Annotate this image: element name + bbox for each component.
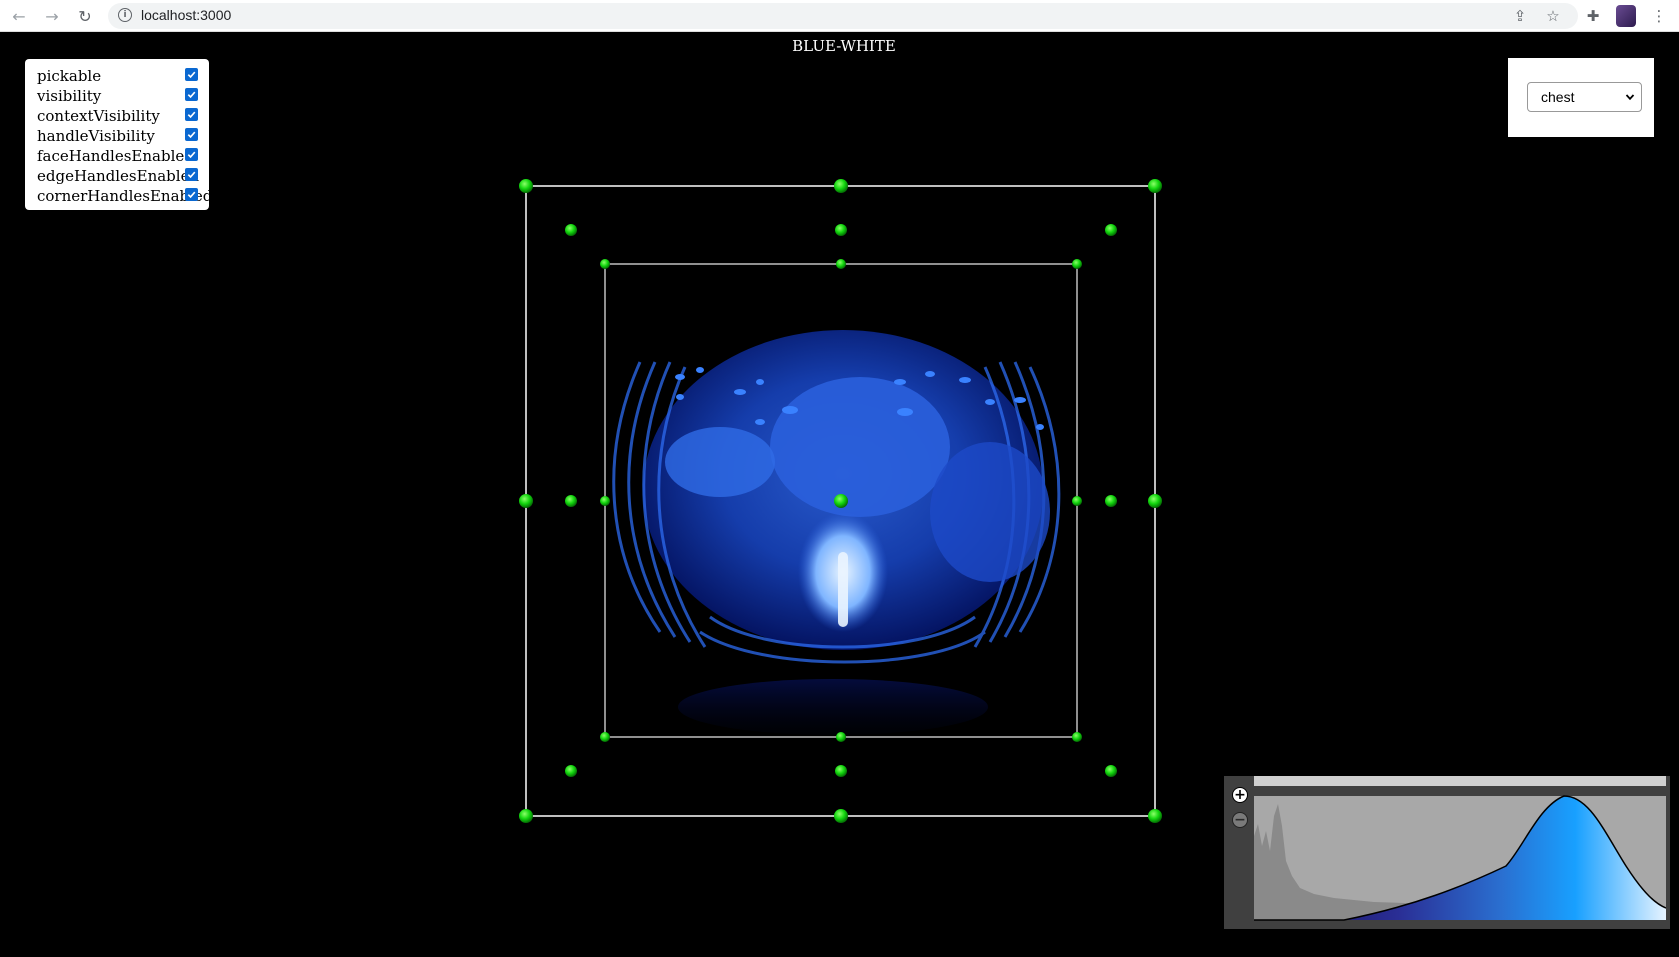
share-icon[interactable]: ⇪ <box>1513 7 1527 25</box>
toggle-row-corner-handles[interactable]: cornerHandlesEnabled <box>25 185 213 205</box>
toggle-checkbox[interactable] <box>185 108 198 121</box>
edge-handle[interactable] <box>565 224 577 236</box>
face-handle[interactable] <box>835 224 847 236</box>
toggle-checkbox[interactable] <box>185 128 198 141</box>
toggle-row-handle-visibility[interactable]: handleVisibility <box>25 125 209 145</box>
chest-volume <box>612 330 1061 735</box>
gaussian-fill <box>1254 796 1666 920</box>
toggle-row-pickable[interactable]: pickable <box>25 65 209 85</box>
toggle-label: contextVisibility <box>37 107 160 125</box>
edge-handle[interactable] <box>836 259 846 269</box>
face-handle[interactable] <box>1105 495 1117 507</box>
toggle-checkbox[interactable] <box>185 168 198 181</box>
info-icon[interactable]: i <box>118 8 132 22</box>
render-viewport[interactable] <box>0 32 1679 957</box>
corner-handle[interactable] <box>1148 809 1162 823</box>
toggle-label: visibility <box>37 87 102 105</box>
range-bar[interactable] <box>1254 776 1666 786</box>
browser-toolbar: ← → ↻ i localhost:3000 ⇪ ☆ ✚ ⋮ <box>0 0 1679 32</box>
toggle-label: faceHandlesEnabled <box>37 147 194 165</box>
face-handle[interactable] <box>565 495 577 507</box>
toggle-checkbox[interactable] <box>185 68 198 81</box>
preset-select-value: chest <box>1541 89 1575 105</box>
menu-icon[interactable]: ⋮ <box>1651 7 1667 25</box>
toggle-row-face-handles[interactable]: faceHandlesEnabled <box>25 145 209 165</box>
edge-handle[interactable] <box>519 494 533 508</box>
star-icon[interactable]: ☆ <box>1546 7 1560 25</box>
toggle-label: edgeHandlesEnabled <box>37 167 200 185</box>
edge-handle[interactable] <box>1105 765 1117 777</box>
toggle-label: pickable <box>37 67 102 85</box>
extensions-icon[interactable]: ✚ <box>1586 7 1600 25</box>
address-bar[interactable]: i localhost:3000 <box>108 3 1578 29</box>
edge-handle[interactable] <box>1105 224 1117 236</box>
toggle-checkbox[interactable] <box>185 188 198 201</box>
inner-handles[interactable] <box>600 259 1082 742</box>
corner-handle[interactable] <box>1072 259 1082 269</box>
transfer-function-widget[interactable]: + − <box>1224 776 1670 929</box>
edge-handle[interactable] <box>834 179 848 193</box>
histogram <box>1254 804 1666 920</box>
edge-handle[interactable] <box>836 732 846 742</box>
volume-scene[interactable] <box>0 32 1679 957</box>
colormap-title: BLUE-WHITE <box>792 37 896 55</box>
toggle-row-visibility[interactable]: visibility <box>25 85 209 105</box>
toggle-row-edge-handles[interactable]: edgeHandlesEnabled <box>25 165 209 185</box>
corner-handle[interactable] <box>1148 179 1162 193</box>
face-handle[interactable] <box>834 494 848 508</box>
edge-handle[interactable] <box>1148 494 1162 508</box>
edge-handle[interactable] <box>600 496 610 506</box>
opacity-curve[interactable] <box>1254 795 1666 921</box>
toggle-checkbox[interactable] <box>185 148 198 161</box>
preset-select[interactable]: chest <box>1527 82 1642 112</box>
edge-handle[interactable] <box>1072 496 1082 506</box>
back-icon[interactable]: ← <box>12 6 26 26</box>
zoom-out-button[interactable]: − <box>1232 812 1248 828</box>
toggle-label: cornerHandlesEnabled <box>37 187 213 205</box>
corner-handle[interactable] <box>600 259 610 269</box>
opacity-function-canvas[interactable] <box>1254 776 1666 929</box>
widget-toggles-panel: pickable visibility contextVisibility ha… <box>25 59 213 210</box>
chevron-down-icon <box>1625 94 1635 101</box>
middle-handles[interactable] <box>565 224 1117 777</box>
face-handle[interactable] <box>835 765 847 777</box>
corner-handle[interactable] <box>600 732 610 742</box>
forward-icon[interactable]: → <box>45 6 59 26</box>
zoom-in-button[interactable]: + <box>1232 787 1248 803</box>
corner-handle[interactable] <box>519 809 533 823</box>
toggle-label: handleVisibility <box>37 127 155 145</box>
outer-handles[interactable] <box>519 179 1162 823</box>
edge-handle[interactable] <box>834 809 848 823</box>
edge-handle[interactable] <box>565 765 577 777</box>
toggle-row-context-visibility[interactable]: contextVisibility <box>25 105 209 125</box>
reload-icon[interactable]: ↻ <box>78 6 92 26</box>
corner-handle[interactable] <box>519 179 533 193</box>
toggle-checkbox[interactable] <box>185 88 198 101</box>
corner-handle[interactable] <box>1072 732 1082 742</box>
profile-avatar[interactable] <box>1616 5 1636 27</box>
url-text[interactable]: localhost:3000 <box>141 7 232 23</box>
preset-panel: chest <box>1508 58 1654 137</box>
